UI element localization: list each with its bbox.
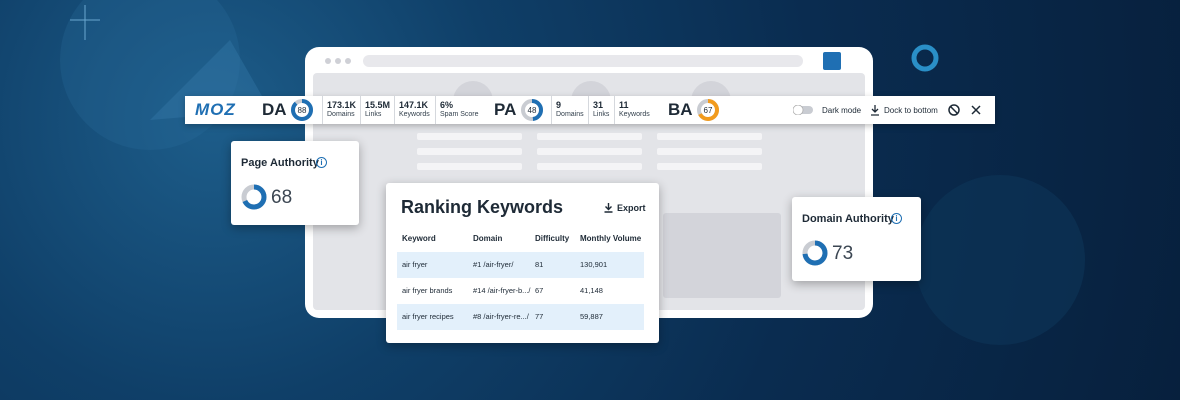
gauge-arc: [291, 99, 313, 121]
metric-value: 11: [619, 100, 629, 110]
metric-value: 147.1K: [399, 100, 429, 110]
card-title: Page Authority: [241, 157, 319, 169]
gauge-value: 48: [528, 106, 537, 115]
table-cell: air fryer brands: [402, 286, 453, 295]
table-cell: air fryer: [402, 260, 428, 269]
da-label: DA: [262, 100, 287, 119]
metric: 173.1K Domains: [322, 96, 356, 124]
metric: 15.5M Links: [360, 96, 390, 124]
metric-label: Keywords: [399, 111, 430, 118]
table-cell: #1 /air-fryer/: [473, 260, 514, 269]
extension-icon[interactable]: [823, 52, 841, 70]
table-cell: #8 /air-fryer-re.../: [473, 312, 529, 321]
metric: 147.1K Keywords: [394, 96, 430, 124]
card-title: Domain Authority: [802, 213, 894, 225]
metric-value: 173.1K: [327, 100, 357, 110]
column-header: Keyword: [402, 234, 436, 243]
metric-label: Domains: [556, 111, 584, 118]
metric-label: Domains: [327, 111, 355, 118]
metric-value: 9: [556, 100, 562, 110]
table-cell: 67: [535, 286, 544, 295]
column-header: Monthly Volume: [580, 234, 642, 243]
ba-gauge: 67: [696, 96, 720, 124]
url-bar: [363, 55, 803, 67]
gauge-arc: [241, 184, 267, 210]
card-value: 68: [271, 187, 293, 208]
gauge: [241, 184, 267, 210]
gauge: 48: [521, 99, 543, 121]
card-title: Ranking Keywords: [401, 197, 564, 217]
domain-authority-card: Domain Authority i 73: [792, 197, 921, 281]
metric: 31 Links: [588, 96, 609, 124]
dark-mode-label: Dark mode: [822, 105, 862, 115]
gauge: 88: [291, 99, 313, 121]
table-row: air fryer #1 /air-fryer/81 130,901: [397, 252, 644, 278]
info-icon[interactable]: i: [316, 157, 327, 168]
moz-toolbar: MOZ DA 88 173.1K Domains 15.5M Links 147.1K K…: [185, 96, 995, 124]
table-cell: air fryer recipes: [402, 312, 454, 321]
table-cell: 77: [535, 312, 544, 321]
card-value: 73: [832, 243, 854, 264]
export-button[interactable]: Export: [617, 203, 646, 213]
table-row: air fryer recipes #8 /air-fryer-re.../ 77 5…: [397, 304, 644, 330]
dock-label[interactable]: Dock to bottom: [884, 105, 938, 115]
gauge-value: 67: [704, 106, 713, 115]
column-header: Domain: [473, 234, 503, 243]
info-icon[interactable]: i: [891, 213, 902, 224]
moz-logo: MOZ: [195, 100, 236, 119]
da-gauge: 88: [290, 96, 314, 124]
metric-label: Spam Score: [440, 111, 479, 118]
gauge-arc: [697, 99, 719, 121]
page-authority-card: Page Authority i 68: [231, 141, 359, 225]
metric-label: Keywords: [619, 111, 650, 118]
pa-card-gauge: [241, 184, 267, 215]
table-cell: #14 /air-fryer-b.../: [473, 286, 531, 295]
close-button[interactable]: [971, 96, 981, 124]
gauge-arc: [802, 240, 828, 266]
metric-value: 15.5M: [365, 100, 391, 110]
dark-mode-toggle[interactable]: [793, 96, 813, 124]
metric-label: Links: [365, 111, 382, 118]
table-cell: 59,887: [580, 312, 603, 321]
disable-button[interactable]: [948, 96, 960, 124]
ranking-keywords-card: Ranking Keywords Export Keyword Domain Dif…: [386, 183, 659, 343]
table-cell: 130,901: [580, 260, 608, 269]
metric: 9 Domains: [551, 96, 584, 124]
gauge: [802, 240, 828, 266]
metric: 6% Spam Score: [435, 96, 479, 124]
metric-value: 6%: [440, 100, 454, 110]
da-card-gauge: [802, 240, 828, 271]
metric-value: 31: [593, 100, 604, 110]
column-header: Difficulty: [535, 234, 570, 243]
metric-label: Links: [593, 111, 610, 118]
metric: 11 Keywords: [614, 96, 650, 124]
pa-gauge: 48: [520, 96, 544, 124]
table-cell: 41,148: [580, 286, 603, 295]
gauge-value: 88: [298, 106, 307, 115]
table-cell: 81: [535, 260, 544, 269]
table-row: air fryer brands #14 /air-fryer-b.../ 67 41…: [397, 278, 644, 304]
gauge: 67: [697, 99, 719, 121]
ba-label: BA: [668, 100, 693, 119]
gauge-arc: [521, 99, 543, 121]
pa-label: PA: [494, 100, 517, 119]
dock-icon[interactable]: [870, 96, 880, 124]
